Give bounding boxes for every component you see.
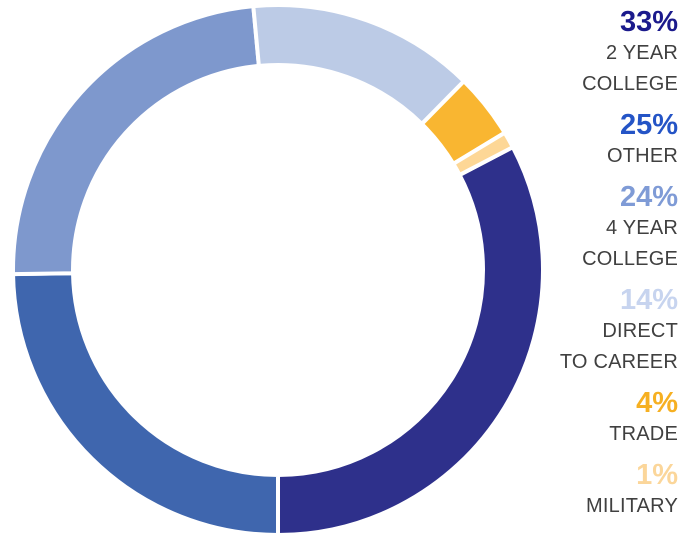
legend-entry-direct-to-career: 14% DIRECT TO CAREER: [478, 284, 678, 378]
legend-percent: 4%: [636, 387, 678, 419]
legend-label: TRADE: [609, 423, 678, 445]
legend-label: OTHER: [607, 145, 678, 167]
legend-percent: 25%: [619, 109, 678, 141]
donut-segment-direct-to-career: [251, 3, 467, 127]
legend-percent: 1%: [636, 459, 678, 491]
donut-segment-4-year-college: [11, 3, 262, 277]
legend-label: MILITARY: [586, 495, 678, 517]
legend-percent: 24%: [619, 181, 678, 213]
legend: 33% 2 YEAR COLLEGE 25% OTHER 24% 4 YEAR …: [478, 6, 678, 531]
legend-label: 4 YEAR COLLEGE: [582, 217, 678, 270]
donut-segment-2-year-college: [276, 144, 545, 533]
legend-entry-other: 25% OTHER: [478, 109, 678, 172]
legend-entry-military: 1% MILITARY: [478, 459, 678, 522]
legend-label: DIRECT TO CAREER: [559, 320, 678, 373]
legend-percent: 14%: [619, 284, 678, 316]
legend-entry-2-year-college: 33% 2 YEAR COLLEGE: [478, 6, 678, 100]
donut-chart: [10, 3, 545, 533]
legend-entry-trade: 4% TRADE: [478, 387, 678, 450]
donut-segment-other: [10, 271, 280, 533]
donut-segment-military: [450, 130, 516, 178]
legend-percent: 33%: [619, 6, 678, 38]
legend-entry-4-year-college: 24% 4 YEAR COLLEGE: [478, 181, 678, 275]
legend-label: 2 YEAR COLLEGE: [582, 42, 678, 95]
